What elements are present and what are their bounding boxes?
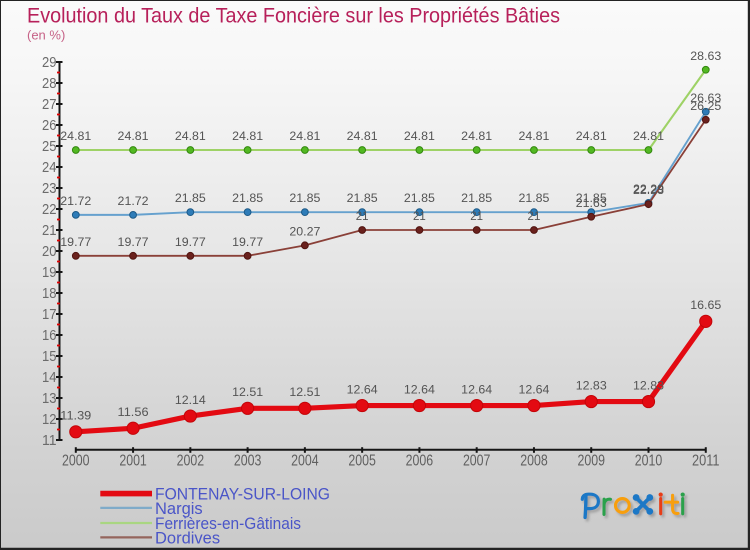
svg-text:12.83: 12.83 (576, 380, 607, 392)
svg-text:21: 21 (413, 211, 426, 223)
svg-text:21: 21 (528, 211, 541, 223)
svg-text:21.72: 21.72 (60, 196, 91, 208)
svg-text:12.51: 12.51 (232, 387, 263, 399)
svg-text:12.64: 12.64 (461, 384, 493, 396)
svg-text:Evolution du Taux de Taxe Fonc: Evolution du Taux de Taxe Foncière sur l… (27, 5, 560, 28)
svg-text:12.64: 12.64 (404, 384, 436, 396)
svg-text:Nargis: Nargis (155, 500, 203, 518)
svg-text:24.81: 24.81 (404, 131, 435, 143)
svg-text:11.56: 11.56 (118, 407, 149, 419)
svg-text:2008: 2008 (520, 453, 548, 470)
svg-text:28.63: 28.63 (690, 51, 721, 63)
svg-text:21.85: 21.85 (404, 193, 435, 205)
svg-text:21.85: 21.85 (461, 193, 492, 205)
svg-text:24.81: 24.81 (633, 131, 664, 143)
svg-text:19.77: 19.77 (232, 237, 263, 249)
svg-text:12.64: 12.64 (518, 384, 550, 396)
svg-text:Dordives: Dordives (155, 529, 220, 547)
svg-text:22: 22 (42, 202, 57, 218)
svg-text:12.14: 12.14 (175, 395, 207, 407)
svg-text:24.81: 24.81 (118, 131, 149, 143)
svg-text:Ferrières-en-Gâtinais: Ferrières-en-Gâtinais (155, 515, 301, 533)
svg-text:24.81: 24.81 (461, 131, 492, 143)
svg-text:21.63: 21.63 (576, 198, 607, 210)
svg-text:2004: 2004 (291, 453, 319, 470)
svg-text:2003: 2003 (234, 453, 262, 470)
svg-text:21.72: 21.72 (118, 196, 149, 208)
svg-text:19: 19 (42, 265, 57, 281)
svg-text:(en %): (en %) (27, 28, 65, 43)
svg-text:13: 13 (42, 391, 57, 407)
svg-text:2000: 2000 (62, 453, 90, 470)
svg-text:12.51: 12.51 (289, 387, 320, 399)
svg-text:24.81: 24.81 (347, 131, 378, 143)
svg-text:26.25: 26.25 (690, 101, 721, 113)
svg-text:24.81: 24.81 (518, 131, 549, 143)
svg-text:21.85: 21.85 (289, 193, 320, 205)
svg-text:2006: 2006 (406, 453, 434, 470)
svg-text:2009: 2009 (577, 453, 605, 470)
svg-text:14: 14 (42, 370, 57, 386)
svg-text:24.81: 24.81 (232, 131, 263, 143)
svg-text:21.85: 21.85 (576, 193, 607, 205)
svg-text:19.77: 19.77 (175, 237, 206, 249)
svg-text:25: 25 (42, 139, 57, 155)
svg-text:12.64: 12.64 (347, 384, 379, 396)
svg-text:26.63: 26.63 (690, 93, 721, 105)
svg-text:21: 21 (42, 223, 57, 239)
svg-text:12: 12 (42, 412, 57, 428)
svg-text:24.81: 24.81 (60, 131, 91, 143)
svg-text:2011: 2011 (692, 453, 720, 470)
svg-text:2007: 2007 (463, 453, 491, 470)
svg-text:20.27: 20.27 (289, 226, 320, 238)
svg-text:19.77: 19.77 (60, 237, 91, 249)
svg-text:24.81: 24.81 (289, 131, 320, 143)
svg-text:21.85: 21.85 (232, 193, 263, 205)
svg-text:FONTENAY-SUR-LOING: FONTENAY-SUR-LOING (155, 486, 330, 504)
svg-text:28: 28 (42, 76, 57, 92)
svg-text:21: 21 (356, 211, 369, 223)
svg-text:27: 27 (42, 97, 57, 113)
svg-text:12.83: 12.83 (633, 380, 664, 392)
svg-text:21.85: 21.85 (347, 193, 378, 205)
svg-text:2010: 2010 (635, 453, 663, 470)
svg-text:17: 17 (42, 307, 57, 323)
svg-text:20: 20 (42, 244, 57, 260)
svg-text:18: 18 (42, 286, 57, 302)
svg-text:24: 24 (42, 160, 57, 176)
svg-text:26: 26 (42, 118, 57, 134)
svg-text:23: 23 (42, 181, 57, 197)
svg-text:22.23: 22.23 (633, 185, 664, 197)
svg-text:16.65: 16.65 (690, 300, 721, 312)
svg-text:24.81: 24.81 (175, 131, 206, 143)
svg-text:11.39: 11.39 (60, 411, 91, 423)
svg-text:15: 15 (42, 349, 57, 365)
svg-text:2005: 2005 (348, 453, 376, 470)
svg-text:16: 16 (42, 328, 57, 344)
svg-text:2001: 2001 (119, 453, 147, 470)
svg-text:22.29: 22.29 (633, 184, 664, 196)
svg-text:19.77: 19.77 (118, 237, 149, 249)
svg-text:2002: 2002 (177, 453, 205, 470)
svg-text:29: 29 (42, 55, 57, 71)
svg-text:21: 21 (470, 211, 483, 223)
svg-text:24.81: 24.81 (576, 131, 607, 143)
svg-text:21.85: 21.85 (518, 193, 549, 205)
svg-text:11: 11 (42, 433, 57, 449)
svg-text:21.85: 21.85 (175, 193, 206, 205)
